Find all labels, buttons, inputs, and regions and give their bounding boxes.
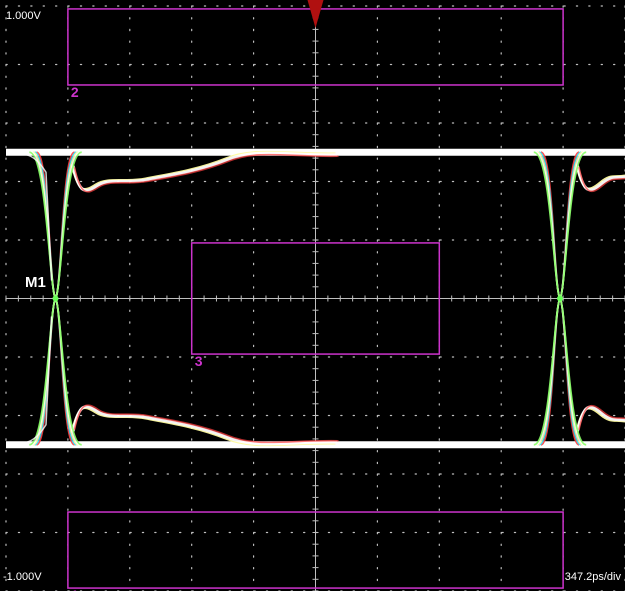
trace-edge <box>5 316 53 446</box>
crossing-point <box>557 295 564 302</box>
mask-region-1 <box>67 511 564 589</box>
mask-label-3: 3 <box>195 353 203 369</box>
trace-edge <box>5 151 53 281</box>
eye-traces <box>5 148 625 449</box>
trace-ringing <box>578 167 625 193</box>
trace-ringing <box>73 153 339 193</box>
trace-ringing <box>73 404 339 444</box>
mask-label-1: 1 <box>71 587 79 591</box>
time-scale-label: 347.2ps/div <box>564 571 621 583</box>
mask-label-2: 2 <box>71 84 79 100</box>
trace-ringing <box>71 151 338 192</box>
mask-region-3 <box>190 242 441 355</box>
trigger-marker-icon[interactable] <box>307 0 324 28</box>
graticule <box>5 5 625 591</box>
trace-ringing <box>578 404 625 430</box>
trace-ringing <box>70 150 336 190</box>
reference-label-m1: M1 <box>25 274 46 291</box>
voltage-bottom-label: -1.000V <box>3 571 42 583</box>
trace-ringing <box>70 407 336 447</box>
trace-ringing <box>71 405 338 446</box>
voltage-top-label: 1.000V <box>6 10 41 22</box>
crossing-point <box>52 295 59 302</box>
